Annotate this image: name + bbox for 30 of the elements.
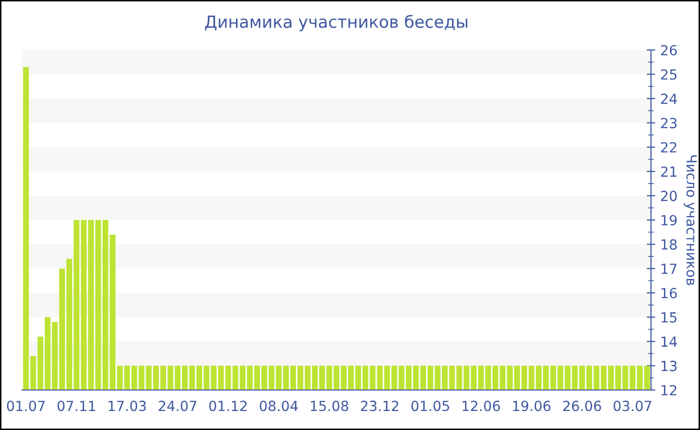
y-tick-label: 20 [661,190,677,202]
y-tick-label: 26 [661,44,677,56]
x-tick-label: 08.04 [260,400,298,412]
x-tick-label: 19.06 [513,400,550,412]
x-tick-label: 01.05 [411,400,450,412]
y-tick-label: 14 [662,336,677,347]
x-tick-label: 26.06 [563,400,602,412]
y-tick-label: 21 [661,166,676,177]
y-tick-label: 23 [661,118,677,128]
y-tick-label: 19 [662,214,677,226]
x-tick-label: 01.12 [209,400,247,412]
x-tick-label: 12.06 [462,400,500,412]
x-tick-label: 15.08 [310,400,348,412]
y-tick-label: 16 [662,288,677,298]
y-tick-label: 12 [662,384,676,396]
y-tick-label: 24 [661,94,677,104]
y-tick-label: 17 [662,264,677,274]
y-axis-title: Число участников [684,155,697,286]
y-tick-label: 13 [662,360,677,372]
x-tick-label: 03.07 [614,400,652,412]
chart-title: Динамика участников беседы [205,14,468,32]
x-tick-label: 24.07 [158,400,196,412]
y-tick-label: 18 [662,239,677,250]
x-tick-label: 07.11 [58,400,96,412]
y-tick-label: 25 [661,69,676,80]
y-tick-label: 22 [661,142,676,152]
x-tick-label: 17.03 [108,400,146,412]
x-tick-label: 23.12 [360,400,398,412]
x-tick-label: 01.07 [7,400,45,412]
y-tick-label: 15 [662,312,676,323]
